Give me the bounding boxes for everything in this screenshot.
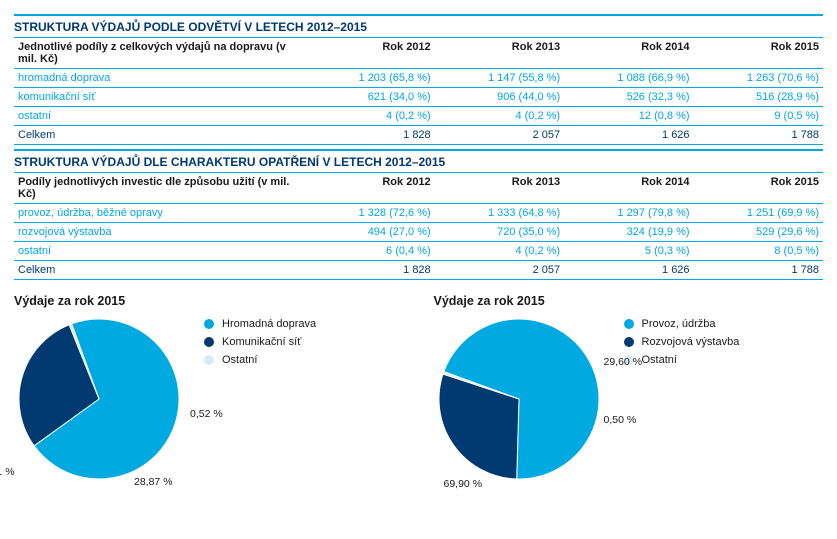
row-label: ostatní [14,242,305,261]
chart1-title: Výdaje za rok 2015 [14,294,404,308]
legend-swatch [204,337,214,347]
table-row: rozvojová výstavba494 (27,0 %)720 (35,0 … [14,223,823,242]
pie-callout: 69,90 % [444,478,483,490]
pie-callout: 70,61 % [0,466,15,478]
legend-swatch [624,337,634,347]
table1-year-0: Rok 2012 [305,38,434,69]
chart2-pie [434,314,604,484]
cell: 12 (0,8 %) [564,107,693,126]
legend-swatch [624,319,634,329]
total-cell: 1 828 [305,261,434,280]
chart1-pie [14,314,184,484]
total-cell: 1 626 [564,126,693,145]
cell: 494 (27,0 %) [305,223,434,242]
cell: 9 (0,5 %) [694,107,823,126]
total-label: Celkem [14,126,305,145]
table-row: ostatní4 (0,2 %)4 (0,2 %)12 (0,8 %)9 (0,… [14,107,823,126]
table1: Jednotlivé podíly z celkových výdajů na … [14,38,823,145]
cell: 1 147 (55,8 %) [435,69,564,88]
table-row: provoz, údržba, běžné opravy1 328 (72,6 … [14,204,823,223]
total-cell: 2 057 [435,126,564,145]
table2-year-0: Rok 2012 [305,173,434,204]
legend-item: Ostatní [204,354,316,366]
chart2-block: Výdaje za rok 2015 Provoz, údržba Rozvojo… [434,294,824,484]
row-label: provoz, údržba, běžné opravy [14,204,305,223]
row-label: komunikační síť [14,88,305,107]
row-label: hromadná doprava [14,69,305,88]
legend-swatch [204,319,214,329]
cell: 720 (35,0 %) [435,223,564,242]
cell: 4 (0,2 %) [435,242,564,261]
legend-item: Provoz, údržba [624,318,740,330]
chart1-block: Výdaje za rok 2015 Hromadná doprava Komun… [14,294,404,484]
table1-header-label: Jednotlivé podíly z celkových výdajů na … [14,38,305,69]
table1-year-1: Rok 2013 [435,38,564,69]
legend-label: Komunikační síť [222,336,301,348]
legend-label: Rozvojová výstavba [642,336,740,348]
legend-label: Hromadná doprava [222,318,316,330]
table2-header-label: Podíly jednotlivých investic dle způsobu… [14,173,305,204]
cell: 526 (32,3 %) [564,88,693,107]
legend-item: Hromadná doprava [204,318,316,330]
cell: 4 (0,2 %) [435,107,564,126]
cell: 1 328 (72,6 %) [305,204,434,223]
table2-body: provoz, údržba, běžné opravy1 328 (72,6 … [14,204,823,280]
total-cell: 2 057 [435,261,564,280]
cell: 324 (19,9 %) [564,223,693,242]
table1-body: hromadná doprava1 203 (65,8 %)1 147 (55,… [14,69,823,145]
total-cell: 1 626 [564,261,693,280]
charts-row: Výdaje za rok 2015 Hromadná doprava Komun… [14,294,823,484]
table1-title: STRUKTURA VÝDAJŮ PODLE ODVĚTVÍ V LETECH … [14,14,823,38]
cell: 6 (0,4 %) [305,242,434,261]
table-total-row: Celkem1 8282 0571 6261 788 [14,261,823,280]
legend-item: Komunikační síť [204,336,316,348]
total-label: Celkem [14,261,305,280]
legend-label: Provoz, údržba [642,318,716,330]
pie-callout: 28,87 % [134,476,173,488]
chart1-legend: Hromadná doprava Komunikační síť Ostatní [204,318,316,372]
cell: 5 (0,3 %) [564,242,693,261]
legend-item: Rozvojová výstavba [624,336,740,348]
total-cell: 1 788 [694,126,823,145]
table2-year-2: Rok 2014 [564,173,693,204]
pie-callout: 29,60 % [604,356,643,368]
cell: 1 333 (64,8 %) [435,204,564,223]
pie-callout: 0,52 % [190,408,223,420]
table2-title: STRUKTURA VÝDAJŮ DLE CHARAKTERU OPATŘENÍ… [14,149,823,173]
legend-swatch [204,355,214,365]
pie-callout: 0,50 % [604,414,637,426]
cell: 1 297 (79,8 %) [564,204,693,223]
total-cell: 1 828 [305,126,434,145]
table-row: hromadná doprava1 203 (65,8 %)1 147 (55,… [14,69,823,88]
cell: 1 088 (66,9 %) [564,69,693,88]
table-total-row: Celkem1 8282 0571 6261 788 [14,126,823,145]
cell: 1 263 (70,6 %) [694,69,823,88]
table2-year-1: Rok 2013 [435,173,564,204]
cell: 516 (28,9 %) [694,88,823,107]
table-row: komunikační síť621 (34,0 %)906 (44,0 %)5… [14,88,823,107]
cell: 529 (29,6 %) [694,223,823,242]
cell: 621 (34,0 %) [305,88,434,107]
table1-year-3: Rok 2015 [694,38,823,69]
table1-year-2: Rok 2014 [564,38,693,69]
row-label: ostatní [14,107,305,126]
cell: 906 (44,0 %) [435,88,564,107]
legend-label: Ostatní [222,354,257,366]
cell: 8 (0,5 %) [694,242,823,261]
total-cell: 1 788 [694,261,823,280]
chart2-title: Výdaje za rok 2015 [434,294,824,308]
cell: 4 (0,2 %) [305,107,434,126]
cell: 1 251 (69,9 %) [694,204,823,223]
cell: 1 203 (65,8 %) [305,69,434,88]
table2-header-row: Podíly jednotlivých investic dle způsobu… [14,173,823,204]
table2-year-3: Rok 2015 [694,173,823,204]
table2: Podíly jednotlivých investic dle způsobu… [14,173,823,280]
table1-header-row: Jednotlivé podíly z celkových výdajů na … [14,38,823,69]
legend-label: Ostatní [642,354,677,366]
table-row: ostatní6 (0,4 %)4 (0,2 %)5 (0,3 %)8 (0,5… [14,242,823,261]
row-label: rozvojová výstavba [14,223,305,242]
